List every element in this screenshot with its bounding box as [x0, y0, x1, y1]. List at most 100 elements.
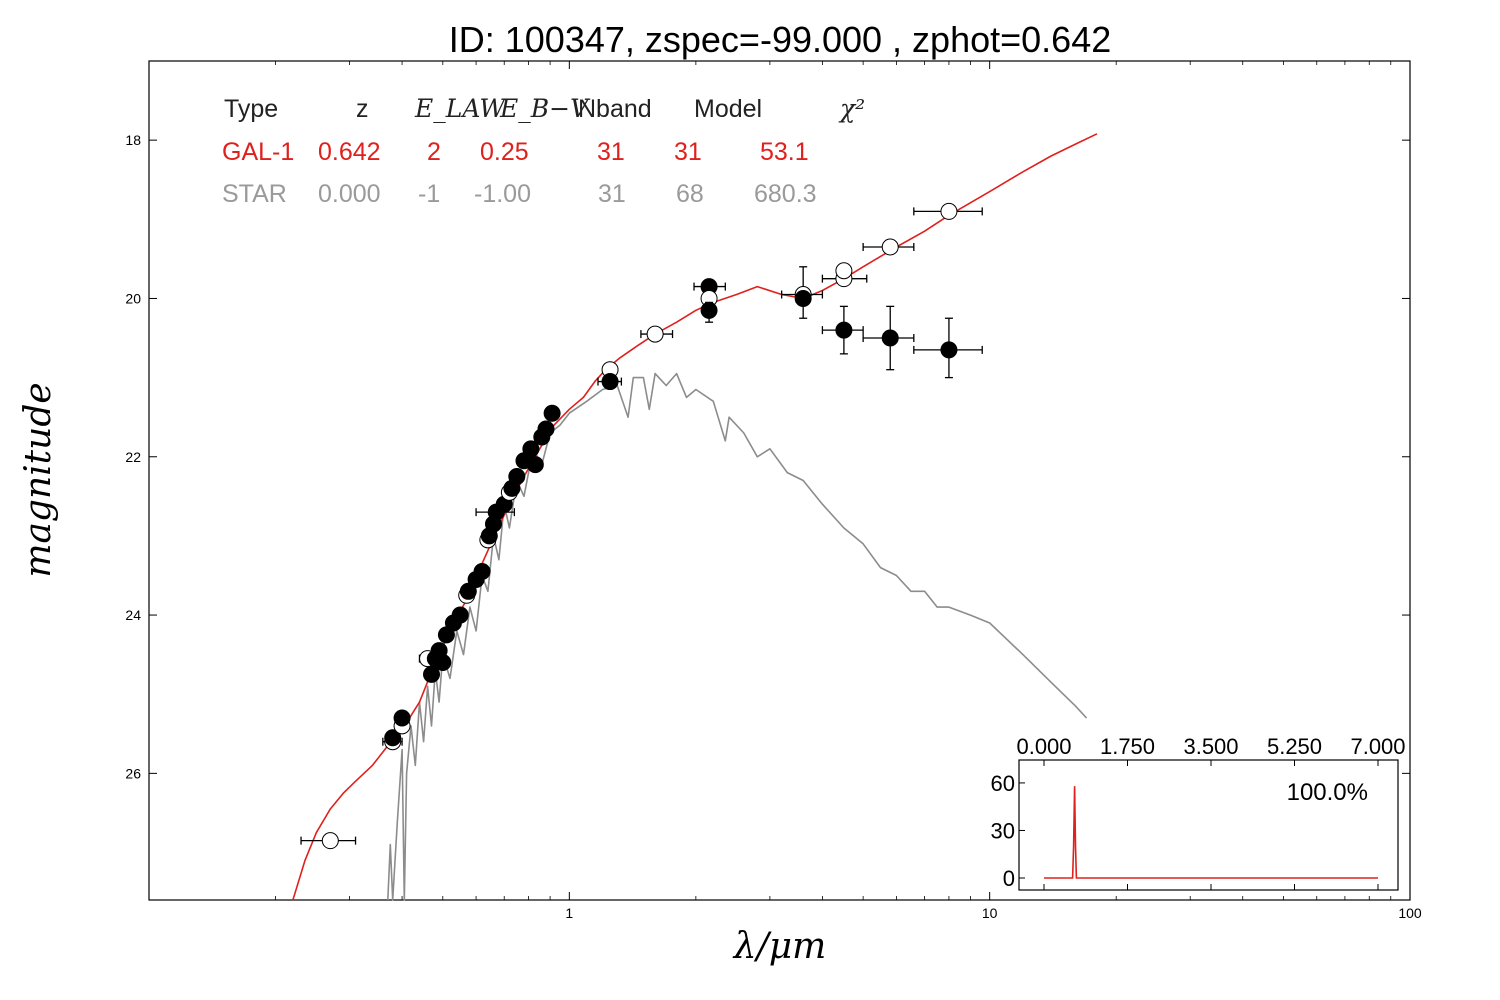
galaxy-z: 0.642 [318, 138, 381, 166]
model-point [862, 238, 915, 256]
y-tick-label: 24 [125, 607, 141, 623]
galaxy-model-layer [292, 133, 1098, 901]
observed-points-layer [300, 202, 983, 850]
inset-pdz-layer [1044, 786, 1378, 879]
open-marker [646, 325, 664, 343]
observed-point [913, 317, 983, 379]
observed-point [794, 289, 812, 307]
inset-x-tick-label: 1.750 [1100, 734, 1155, 759]
table-header-z: z [356, 95, 369, 123]
inset-axis-ticks: 0.000 1.750 3.500 5.250 7.000 0 30 60 [991, 734, 1406, 891]
observed-point [537, 420, 555, 438]
filled-marker [508, 468, 526, 486]
observed-point [384, 729, 402, 747]
galaxy-chi2: 53.1 [760, 138, 809, 166]
inset-frame [1018, 759, 1399, 891]
observed-point [475, 503, 516, 521]
filled-marker [526, 456, 544, 474]
table-header-model: Model [694, 95, 762, 123]
galaxy-elaw: 2 [427, 138, 441, 166]
open-marker [321, 832, 339, 850]
y-axis-label: magnitude [18, 382, 59, 577]
inset-y-tick-label: 30 [991, 818, 1015, 843]
inset-x-tick-label: 3.500 [1183, 734, 1238, 759]
x-axis-label: λ/μm [732, 926, 826, 967]
observed-point [543, 404, 561, 422]
observed-point [526, 456, 544, 474]
filled-marker [700, 301, 718, 319]
observed-point [862, 305, 915, 371]
inset-x-tick-label: 5.250 [1267, 734, 1322, 759]
table-header-ebv: E_B−V [499, 94, 591, 123]
inset-percent-label: 100.0% [1287, 779, 1368, 806]
fit-results-table: Type z E_LAW E_B−V Nband Model χ² GAL-1 … [222, 94, 865, 208]
open-marker [881, 238, 899, 256]
model-point [913, 202, 983, 220]
observed-point [508, 468, 526, 486]
inset-y-tick-label: 60 [991, 771, 1015, 796]
y-tick-label: 20 [125, 290, 141, 306]
observed-point [423, 665, 441, 683]
filled-marker [794, 289, 812, 307]
inset-x-tick-label: 7.000 [1350, 734, 1405, 759]
star-model-layer [387, 372, 1088, 901]
x-tick-label: 1 [565, 905, 573, 921]
y-tick-label: 26 [125, 765, 141, 781]
filled-marker [423, 665, 441, 683]
star-elaw: -1 [418, 180, 440, 208]
model-point [835, 262, 853, 280]
galaxy-model: 31 [674, 138, 702, 166]
filled-marker [835, 321, 853, 339]
x-tick-label: 100 [1398, 905, 1422, 921]
star-nband: 31 [598, 180, 626, 208]
pdz-inset: 0.000 1.750 3.500 5.250 7.000 0 30 60 100.0% [991, 734, 1406, 891]
open-marker [835, 262, 853, 280]
star-type: STAR [222, 180, 287, 208]
model-point [640, 325, 674, 343]
pdz-line [1044, 786, 1378, 879]
y-tick-label: 22 [125, 449, 141, 465]
star-chi2: 680.3 [754, 180, 817, 208]
galaxy-type: GAL-1 [222, 138, 294, 166]
plot-title: ID: 100347, zspec=-99.000 , zphot=0.642 [449, 19, 1111, 60]
observed-point [597, 373, 623, 391]
observed-point [393, 709, 411, 727]
filled-marker [940, 341, 958, 359]
y-tick-label: 18 [125, 132, 141, 148]
table-header-elaw: E_LAW [414, 94, 507, 123]
table-header-type: Type [224, 95, 278, 123]
filled-marker [537, 420, 555, 438]
inset-x-tick-label: 0.000 [1016, 734, 1071, 759]
filled-marker [434, 654, 452, 672]
table-header-chi2: χ² [838, 94, 865, 123]
observed-point [700, 301, 718, 323]
filled-marker [543, 404, 561, 422]
filled-marker [881, 329, 899, 347]
star-ebv: -1.00 [474, 180, 531, 208]
model-point [300, 832, 357, 850]
star-z: 0.000 [318, 180, 381, 208]
inset-y-tick-label: 0 [1003, 866, 1015, 891]
table-row-star: STAR 0.000 -1 -1.00 31 68 680.3 [222, 180, 817, 208]
table-header-nband: Nband [578, 95, 652, 123]
filled-marker [451, 606, 469, 624]
star-model: 68 [676, 180, 704, 208]
galaxy-model-line [292, 133, 1098, 901]
main-plot-frame [148, 60, 1411, 901]
observed-point [434, 654, 452, 672]
galaxy-ebv: 0.25 [480, 138, 529, 166]
table-row-galaxy: GAL-1 0.642 2 0.25 31 31 53.1 [222, 138, 809, 166]
star-model-line [387, 372, 1088, 901]
observed-point [473, 563, 491, 581]
x-tick-label: 10 [982, 905, 998, 921]
observed-point [821, 305, 864, 355]
observed-point [451, 606, 469, 624]
open-marker [940, 202, 958, 220]
filled-marker [473, 563, 491, 581]
filled-marker [393, 709, 411, 727]
filled-marker [522, 440, 540, 458]
filled-marker [459, 582, 477, 600]
filled-marker [384, 729, 402, 747]
